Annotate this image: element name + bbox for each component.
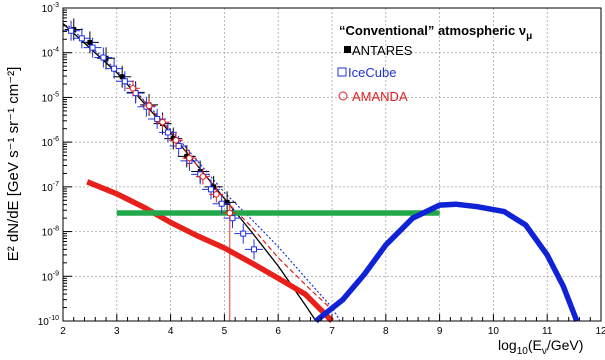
legend-label-antares: ANTARES (352, 43, 413, 58)
y-tick-exponent: -5 (53, 91, 59, 98)
data-point-icecube (115, 71, 134, 92)
y-tick-exponent: -3 (53, 2, 59, 9)
x-tick-label: 11 (542, 326, 553, 337)
data-point-amanda (168, 132, 183, 149)
y-tick-label: 10-9 (42, 270, 59, 283)
point-marker (159, 118, 166, 126)
x-tick-label: 7 (329, 326, 335, 337)
y-tick-base: 10 (38, 317, 50, 328)
series-amanda (125, 80, 237, 222)
y-tick-exponent: -6 (53, 136, 59, 143)
point-marker (226, 209, 234, 217)
point-marker (250, 246, 257, 253)
x-tick-label: 9 (437, 326, 443, 337)
data-point-icecube (158, 122, 177, 143)
y-tick-label: 10-7 (42, 181, 59, 194)
legend-label-icecube: IceCube (348, 65, 396, 80)
y-tick-base: 10 (42, 272, 54, 283)
y-tick-base: 10 (42, 93, 54, 104)
data-point-icecube (72, 28, 91, 49)
series-line-thick-5 (314, 201, 580, 324)
point-marker (240, 230, 247, 237)
y-tick-base: 10 (42, 49, 54, 60)
series-layer (62, 18, 580, 324)
x-axis-title: log10(Eν/GeV) (498, 337, 583, 357)
x-tick-label: 4 (168, 326, 174, 337)
point-marker (213, 191, 220, 198)
series-line-thick-3 (86, 179, 334, 323)
data-point-icecube (244, 239, 263, 260)
data-point-amanda (155, 114, 170, 131)
point-marker (68, 27, 75, 34)
point-marker (111, 65, 118, 72)
y-tick-base: 10 (42, 228, 54, 239)
data-point-amanda (222, 205, 237, 222)
y-tick-label: 10-4 (42, 47, 59, 60)
point-marker (87, 39, 93, 45)
y-axis-title: E² dN/dE [GeV s⁻¹ sr⁻¹ cm⁻²] (5, 67, 22, 262)
point-marker (119, 74, 125, 80)
data-point-icecube (105, 58, 124, 79)
y-tick-label: 10-8 (42, 226, 59, 239)
chart-title-sub: μ (526, 31, 532, 42)
x-tick-label: 5 (222, 326, 228, 337)
data-point-amanda (209, 186, 224, 203)
point-marker (224, 199, 230, 205)
data-point-amanda (182, 150, 197, 167)
point-marker (207, 186, 214, 193)
point-marker (229, 215, 236, 222)
data-point-icecube (83, 37, 102, 58)
x-tick-label: 6 (275, 326, 281, 337)
y-tick-label: 10-3 (42, 2, 59, 15)
point-marker (89, 44, 96, 51)
y-tick-label: 10-10 (38, 315, 59, 328)
chart-title: “Conventional” atmospheric νμ (339, 23, 532, 42)
y-tick-exponent: -8 (53, 226, 59, 233)
data-point-amanda (125, 80, 140, 97)
ticks: 2 3 4 5 6 7 8 9 10 11 1210-1010-910-810-710-610-51… (38, 2, 605, 337)
data-point-amanda (142, 97, 157, 114)
point-marker (199, 173, 207, 180)
y-tick-exponent: -9 (53, 270, 59, 277)
y-tick-base: 10 (42, 183, 54, 194)
data-point-icecube (94, 47, 113, 68)
point-marker (218, 200, 225, 207)
point-marker (175, 142, 182, 149)
y-tick-exponent: -7 (53, 181, 59, 188)
y-tick-base: 10 (42, 138, 54, 149)
point-marker (154, 115, 161, 122)
point-marker (78, 35, 85, 42)
legend-marker-antares (344, 46, 351, 53)
x-tick-label: 2 (60, 326, 66, 337)
data-point-icecube (62, 20, 81, 41)
x-tick-label: 12 (595, 326, 605, 337)
data-point-icecube (201, 179, 220, 200)
y-tick-label: 10-5 (42, 91, 59, 104)
point-marker (164, 129, 171, 136)
legend-marker-amanda (338, 91, 348, 101)
data-point-icecube (234, 223, 253, 244)
x-tick-label: 3 (114, 326, 120, 337)
y-tick-exponent: -4 (53, 47, 59, 54)
legend-marker-icecube (337, 67, 347, 77)
legend-label-amanda: AMANDA (352, 89, 408, 104)
y-tick-exponent: -10 (49, 315, 59, 322)
data-point-amanda (195, 168, 210, 185)
x-tick-label: 10 (488, 326, 500, 337)
point-marker (129, 85, 137, 92)
data-point-icecube (212, 193, 231, 214)
point-marker (186, 154, 193, 162)
x-tick-label: 8 (383, 326, 389, 337)
point-marker (100, 54, 107, 61)
point-marker (145, 102, 153, 110)
point-marker (172, 136, 180, 144)
legend: “Conventional” atmospheric νμ ANTARES Ic… (337, 23, 532, 104)
y-tick-base: 10 (42, 4, 54, 15)
chart-title-main: “Conventional” atmospheric ν (339, 23, 526, 38)
point-marker (121, 78, 128, 85)
y-tick-label: 10-6 (42, 136, 59, 149)
grid (63, 8, 601, 321)
